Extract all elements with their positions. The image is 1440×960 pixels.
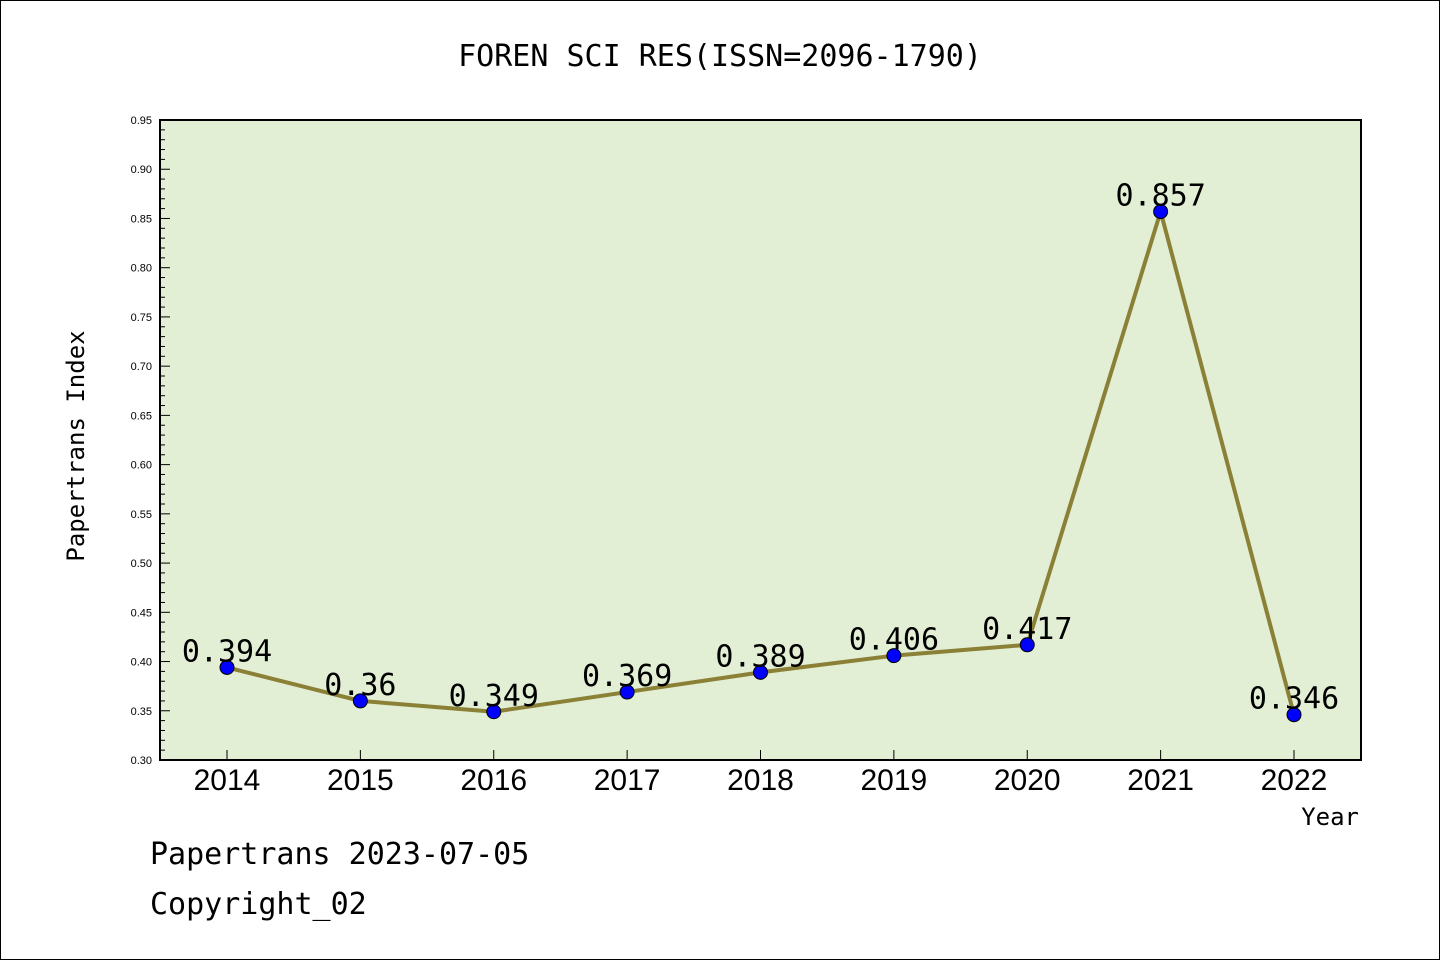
data-label: 0.346 — [1249, 682, 1339, 717]
data-point — [1153, 204, 1169, 220]
data-point — [219, 659, 235, 675]
data-point — [486, 704, 502, 720]
data-label: 0.389 — [715, 639, 805, 674]
y-tick-label: 0.85 — [131, 213, 152, 225]
x-tick-label: 2015 — [327, 764, 394, 797]
x-tick-label: 2021 — [1127, 764, 1194, 797]
footer-copyright: Copyright_02 — [150, 887, 367, 922]
chart-title: FOREN SCI RES(ISSN=2096-1790) — [458, 39, 982, 74]
data-label: 0.406 — [849, 623, 939, 658]
y-tick-label: 0.50 — [131, 558, 152, 570]
y-tick-label: 0.90 — [131, 164, 152, 176]
data-point — [753, 664, 768, 680]
x-tick-label: 2018 — [727, 764, 794, 797]
x-axis: 2014 2015 2016 2017 2018 2019 2020 2021 2022 — [194, 750, 1328, 797]
data-markers — [219, 204, 1302, 723]
y-tick-label: 0.70 — [131, 361, 152, 373]
y-tick-label: 0.65 — [131, 410, 152, 422]
x-axis-label: Year — [1301, 803, 1359, 831]
x-tick-label: 2014 — [194, 764, 261, 797]
data-point — [619, 684, 635, 700]
x-tick-label: 2016 — [460, 764, 527, 797]
y-tick-label: 0.60 — [131, 460, 152, 472]
y-tick-label: 0.45 — [131, 607, 152, 619]
y-tick-label: 0.75 — [131, 312, 152, 324]
data-point — [1019, 637, 1035, 653]
x-tick-label: 2019 — [861, 764, 928, 797]
y-axis: 0.30 0.35 0.40 0.45 0.50 0.55 0.60 0.65 0.70 0.75… — [131, 115, 170, 767]
footer-date: Papertrans 2023-07-05 — [150, 837, 529, 872]
data-label: 0.349 — [449, 679, 539, 714]
y-tick-label: 0.80 — [131, 263, 152, 275]
data-label: 0.417 — [982, 612, 1072, 647]
data-label: 0.394 — [182, 634, 272, 669]
x-tick-label: 2017 — [594, 764, 661, 797]
y-tick-label: 0.40 — [131, 657, 152, 669]
plot-area — [160, 120, 1361, 760]
data-point — [352, 693, 368, 709]
data-label: 0.36 — [324, 668, 396, 703]
y-tick-label: 0.30 — [131, 755, 152, 767]
y-tick-label: 0.95 — [131, 115, 152, 127]
plot-border — [159, 119, 1362, 761]
data-labels: 0.394 0.36 0.349 0.369 0.389 0.406 0.417 0.857 0… — [182, 179, 1339, 717]
y-tick-label: 0.35 — [131, 706, 152, 718]
data-point — [886, 648, 902, 664]
x-tick-label: 2022 — [1261, 764, 1328, 797]
data-point — [1286, 707, 1302, 723]
x-tick-label: 2020 — [994, 764, 1061, 797]
y-axis-label: Papertrans Index — [62, 330, 90, 561]
y-tick-label: 0.55 — [131, 509, 152, 521]
data-label: 0.369 — [582, 659, 672, 694]
data-label: 0.857 — [1115, 179, 1205, 214]
